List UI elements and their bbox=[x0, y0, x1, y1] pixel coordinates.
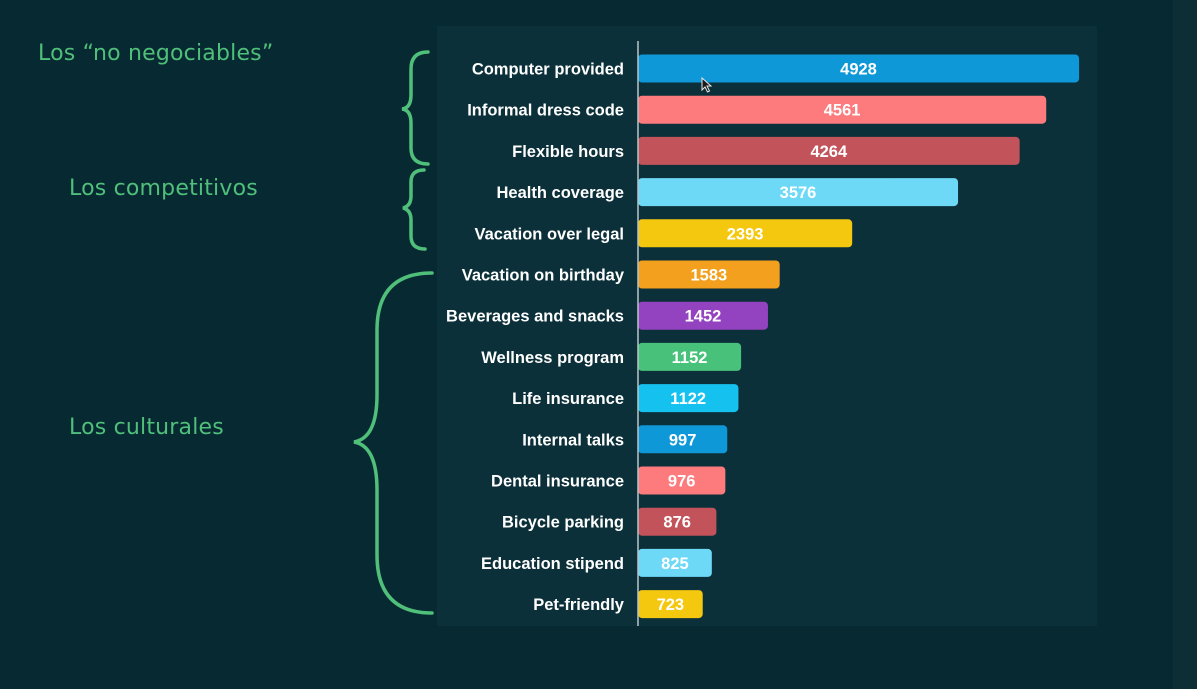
value-label-5: 1583 bbox=[690, 267, 727, 285]
bar-0 bbox=[638, 54, 1080, 83]
category-label-13: Pet-friendly bbox=[533, 596, 625, 614]
category-label-6: Beverages and snacks bbox=[446, 308, 624, 326]
category-label-3: Health coverage bbox=[497, 184, 624, 202]
bar-7 bbox=[638, 342, 742, 371]
value-label-6: 1452 bbox=[685, 308, 722, 326]
bar-2 bbox=[638, 136, 1020, 165]
category-label-9: Internal talks bbox=[522, 431, 624, 449]
value-label-10: 976 bbox=[668, 473, 696, 491]
brace-non-negotiable bbox=[401, 50, 430, 166]
bar-13 bbox=[638, 590, 703, 619]
value-label-12: 825 bbox=[661, 555, 689, 573]
bar-4 bbox=[638, 219, 853, 248]
value-label-7: 1152 bbox=[672, 349, 708, 367]
bar-10 bbox=[638, 466, 726, 495]
value-label-8: 1122 bbox=[670, 390, 706, 408]
value-label-0: 4928 bbox=[840, 61, 877, 79]
category-label-10: Dental insurance bbox=[491, 473, 624, 491]
category-label-4: Vacation over legal bbox=[475, 225, 624, 243]
value-label-1: 4561 bbox=[824, 102, 861, 120]
bar-8 bbox=[638, 384, 739, 413]
value-label-3: 3576 bbox=[780, 184, 817, 202]
value-label-13: 723 bbox=[657, 596, 685, 614]
group-label-cultural: Los culturales bbox=[69, 415, 224, 440]
group-label-competitive: Los competitivos bbox=[69, 176, 258, 201]
bar-12 bbox=[638, 548, 712, 577]
bar-6 bbox=[638, 301, 768, 330]
value-label-9: 997 bbox=[669, 431, 697, 449]
category-label-1: Informal dress code bbox=[467, 102, 624, 120]
category-label-8: Life insurance bbox=[512, 390, 624, 408]
brace-competitive bbox=[402, 168, 427, 251]
brackets bbox=[353, 50, 434, 615]
category-label-2: Flexible hours bbox=[512, 143, 624, 161]
bar-9 bbox=[638, 425, 728, 454]
category-label-11: Bicycle parking bbox=[502, 514, 624, 532]
bars-layer: Computer provided 4928 Informal dress code… bbox=[446, 54, 1080, 619]
bar-5 bbox=[638, 260, 780, 289]
value-label-11: 876 bbox=[663, 514, 691, 532]
category-label-0: Computer provided bbox=[472, 61, 624, 79]
bar-1 bbox=[638, 95, 1047, 124]
bar-11 bbox=[638, 507, 717, 536]
category-label-7: Wellness program bbox=[481, 349, 624, 367]
right-edge-strip bbox=[1173, 0, 1197, 689]
category-label-12: Education stipend bbox=[481, 555, 624, 573]
group-label-non-negotiable: Los “no negociables” bbox=[38, 41, 274, 66]
category-label-5: Vacation on birthday bbox=[462, 267, 625, 285]
value-label-4: 2393 bbox=[727, 225, 764, 243]
bar-3 bbox=[638, 178, 959, 207]
value-label-2: 4264 bbox=[810, 143, 848, 161]
mouse-cursor-icon bbox=[701, 76, 713, 93]
brace-cultural bbox=[353, 271, 434, 615]
